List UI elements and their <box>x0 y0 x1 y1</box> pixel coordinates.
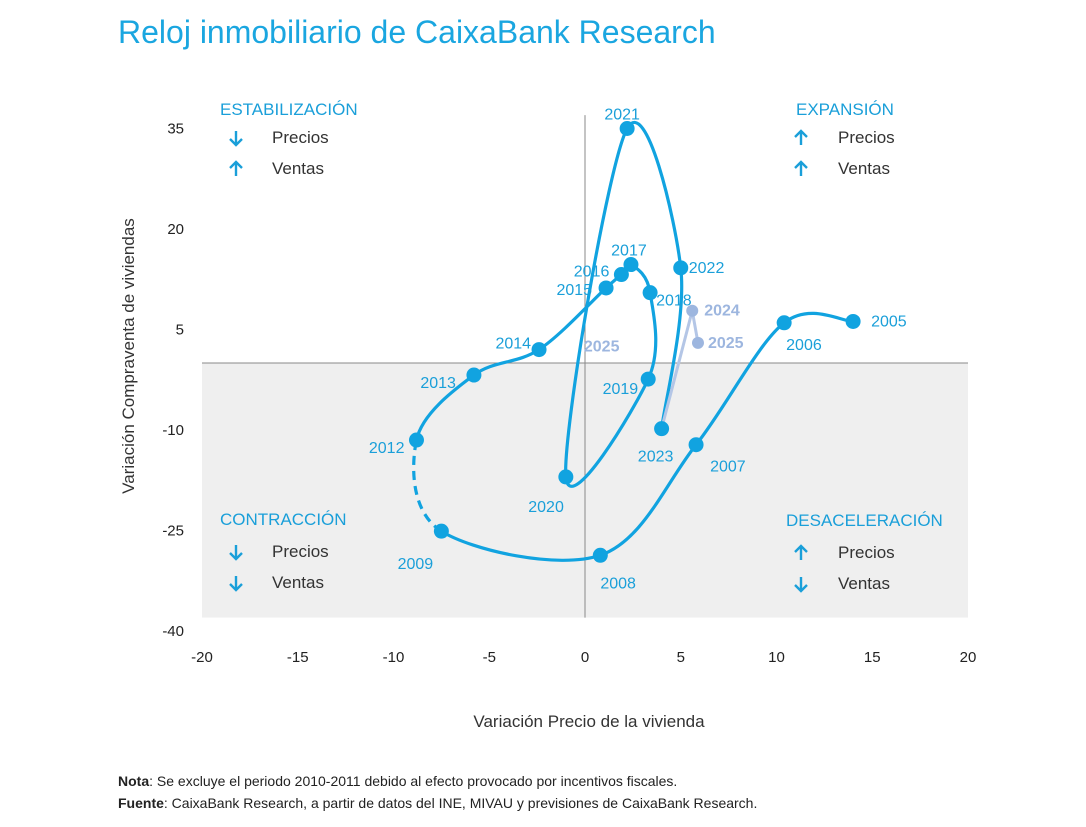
point-2020 <box>558 469 574 485</box>
quadrant-title: EXPANSIÓN <box>796 100 894 119</box>
year-label-2013: 2013 <box>420 375 456 392</box>
quadrant-label: Ventas <box>272 573 324 592</box>
point-2015 <box>598 280 614 296</box>
point-2012 <box>408 432 424 448</box>
y-tick-label: -25 <box>162 523 184 540</box>
up-arrow-head <box>794 129 808 138</box>
year-label-2008: 2008 <box>600 575 636 592</box>
point-2014 <box>531 342 547 358</box>
point-2016 <box>613 267 629 283</box>
quadrant-label: Precios <box>838 543 895 562</box>
quadrant-desaceleracion: DESACELERACIÓN Precios Ventas <box>786 511 943 593</box>
up-arrow-head <box>794 160 808 169</box>
y-tick-label: -10 <box>162 422 184 439</box>
y-tick-label: 20 <box>167 221 184 238</box>
down-arrow-head <box>229 552 243 561</box>
year-label-2015: 2015 <box>556 282 592 299</box>
quadrant-title: ESTABILIZACIÓN <box>220 100 358 119</box>
quadrant-label: Precios <box>838 128 895 147</box>
note-line: Nota: Se excluye el periodo 2010-2011 de… <box>118 773 678 789</box>
source-line: Fuente: CaixaBank Research, a partir de … <box>118 795 758 811</box>
down-arrow-head <box>229 138 243 147</box>
y-tick-label: 5 <box>176 322 184 339</box>
quadrant-title: DESACELERACIÓN <box>786 511 943 530</box>
point-2017 <box>623 257 639 273</box>
year-label-2024-forecast: 2024 <box>704 303 740 320</box>
year-label-2023: 2023 <box>638 449 674 466</box>
quadrant-estabilizacion: ESTABILIZACIÓN Precios Ventas <box>220 100 358 178</box>
annotation-label: 2025 <box>584 338 620 355</box>
point-2007 <box>688 437 704 453</box>
quadrant-label: Precios <box>272 128 329 147</box>
point-2013 <box>466 367 482 383</box>
quadrant-label: Precios <box>272 542 329 561</box>
y-tick-label: 35 <box>167 121 184 138</box>
point-2006 <box>776 315 792 331</box>
x-tick-label: -5 <box>483 649 496 666</box>
up-arrow-head <box>794 544 808 553</box>
series-line-2009-2012-dashed <box>412 439 443 533</box>
point-2005 <box>845 313 861 329</box>
year-label-2014: 2014 <box>495 336 531 353</box>
year-label-2021: 2021 <box>604 107 640 124</box>
year-label-2022: 2022 <box>689 260 725 277</box>
quadrant-contraccion: CONTRACCIÓN Precios Ventas <box>220 510 347 592</box>
up-arrow-head <box>229 160 243 169</box>
point-2018 <box>642 285 658 301</box>
x-tick-label: 0 <box>581 649 589 666</box>
point-2021 <box>619 121 635 136</box>
year-label-2018: 2018 <box>656 293 692 310</box>
point-2008 <box>592 547 608 563</box>
down-arrow-head <box>229 583 243 592</box>
y-axis-title: Variación Compraventa de viviendas <box>119 218 138 494</box>
x-tick-label: -15 <box>287 649 309 666</box>
year-label-2025-forecast: 2025 <box>708 335 744 352</box>
x-tick-label: 20 <box>960 649 977 666</box>
housing-clock-chart: -20 -15 -10 -5 0 5 10 15 20 35 20 5 -10 -25 -40 2005 20… <box>119 100 977 731</box>
point-2023 <box>654 421 670 437</box>
quadrant-label: Ventas <box>838 574 890 593</box>
x-tick-label: 10 <box>768 649 785 666</box>
footnotes: Nota: Se excluye el periodo 2010-2011 de… <box>118 770 757 814</box>
quadrant-expansion: EXPANSIÓN Precios Ventas <box>794 100 895 178</box>
x-tick-label: 5 <box>677 649 685 666</box>
y-tick-label: -40 <box>162 623 184 640</box>
x-tick-label: -20 <box>191 649 213 666</box>
x-tick-label: -10 <box>383 649 405 666</box>
point-2019 <box>640 371 656 387</box>
year-label-2005: 2005 <box>871 313 907 330</box>
chart-title: Reloj inmobiliario de CaixaBank Research <box>118 14 716 50</box>
point-2025-forecast <box>691 336 704 349</box>
down-arrow-head <box>794 584 808 593</box>
x-axis-title: Variación Precio de la vivienda <box>473 712 705 731</box>
year-label-2012: 2012 <box>369 440 405 457</box>
point-2024-forecast <box>686 304 699 317</box>
quadrant-label: Ventas <box>272 159 324 178</box>
year-label-2017: 2017 <box>611 243 647 260</box>
year-label-2009: 2009 <box>398 556 434 573</box>
point-2009 <box>433 523 449 539</box>
quadrant-title: CONTRACCIÓN <box>220 510 347 529</box>
year-label-2007: 2007 <box>710 459 746 476</box>
year-label-2006: 2006 <box>786 337 822 354</box>
x-tick-label: 15 <box>864 649 881 666</box>
year-label-2019: 2019 <box>603 381 639 398</box>
year-label-2016: 2016 <box>574 264 610 281</box>
quadrant-label: Ventas <box>838 159 890 178</box>
year-label-2020: 2020 <box>528 499 564 516</box>
point-2022 <box>673 260 689 276</box>
